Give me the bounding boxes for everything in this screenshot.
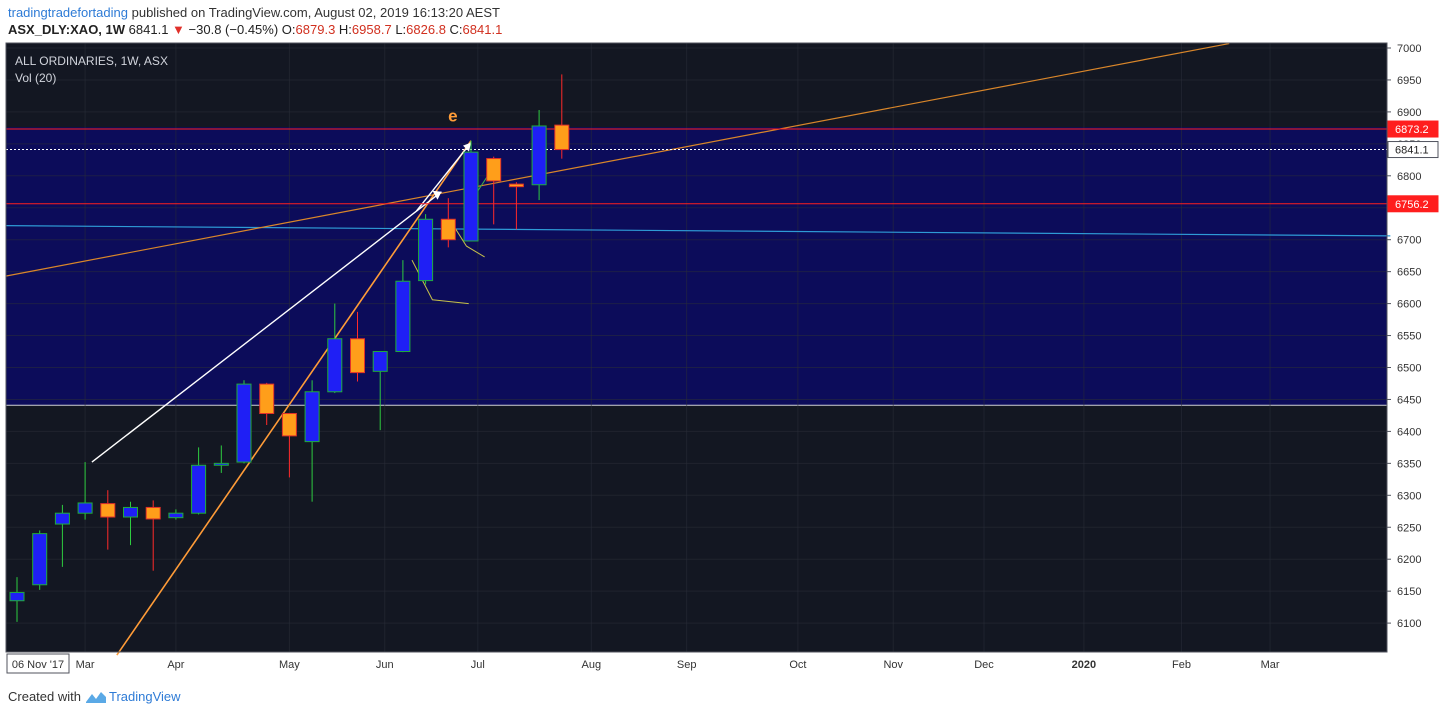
- x-tick-label: Oct: [789, 659, 806, 671]
- x-tick-label: Aug: [582, 659, 602, 671]
- bear-candle: [259, 383, 275, 415]
- bull-candle: [168, 512, 184, 519]
- x-tick-label: Feb: [1172, 659, 1191, 671]
- wave-sketch: [454, 227, 485, 258]
- bull-candle: [418, 218, 434, 282]
- y-tick-label: 6800: [1397, 171, 1421, 183]
- price-tag-label: 6756.2: [1395, 199, 1429, 211]
- high-value: 6958.7: [351, 22, 392, 37]
- rising-trend-line: [5, 42, 1230, 277]
- wave-label: e: [448, 106, 457, 125]
- bull-candle: [123, 506, 138, 518]
- y-tick-label: 6100: [1397, 618, 1421, 630]
- created-with-text: Created with: [8, 689, 81, 704]
- footer: Created with TradingView: [8, 689, 181, 704]
- tradingview-logo-icon: [85, 691, 106, 703]
- bull-candle: [9, 591, 25, 602]
- price-tag-label: 6873.2: [1395, 124, 1429, 136]
- publish-header: tradingtradefortading published on Tradi…: [8, 4, 500, 21]
- price-tag: [1387, 120, 1439, 138]
- bull-candle: [236, 383, 252, 463]
- projection-arrow: [415, 142, 472, 212]
- y-tick-label: 7000: [1397, 43, 1421, 55]
- open-label: O:: [281, 22, 296, 37]
- bear-candle: [281, 413, 297, 437]
- bull-candle: [372, 351, 388, 372]
- y-tick-label: 6200: [1397, 554, 1421, 566]
- bear-candle: [350, 338, 365, 374]
- open-value: 6879.3: [295, 22, 336, 37]
- close-label: C:: [449, 22, 463, 37]
- bull-candle: [54, 512, 70, 525]
- y-tick-label: 6700: [1397, 235, 1421, 247]
- x-tick-label: Mar: [76, 659, 95, 671]
- bull-candle: [531, 125, 547, 186]
- y-tick-label: 6500: [1397, 363, 1421, 375]
- price-tag: [1387, 195, 1439, 213]
- published-text: published on TradingView.com, August 02,…: [131, 5, 500, 20]
- bull-candle: [32, 533, 48, 586]
- y-tick-label: 6900: [1397, 107, 1421, 119]
- chart-title: ALL ORDINARIES, 1W, ASX: [15, 54, 168, 68]
- close-value: 6841.1: [462, 22, 503, 37]
- bear-candle: [486, 158, 502, 182]
- price-tag: [1387, 141, 1439, 159]
- y-tick-label: 6950: [1397, 75, 1421, 87]
- x-tick-label: Dec: [974, 659, 994, 671]
- bear-candle: [440, 218, 456, 241]
- x-tick-label: Jun: [376, 659, 394, 671]
- low-label: L:: [395, 22, 407, 37]
- low-value: 6826.8: [406, 22, 446, 37]
- x-tick-label: 2020: [1072, 659, 1096, 671]
- bull-candle: [395, 280, 411, 353]
- horizontal-trend-line: [5, 225, 1391, 237]
- change-value: −30.8 (−0.45%): [188, 22, 279, 37]
- bear-candle: [145, 506, 161, 520]
- x-tick-label: Jul: [471, 659, 485, 671]
- volume-indicator-label[interactable]: Vol (20): [15, 71, 56, 85]
- x-date-marker: [6, 653, 70, 674]
- y-tick-label: 6400: [1397, 426, 1421, 438]
- bull-candle: [191, 464, 207, 514]
- x-tick-label: Nov: [883, 659, 903, 671]
- price-tag-label: 6841.1: [1395, 145, 1429, 157]
- price-zone: [6, 127, 1387, 406]
- tradingview-brand-text: TradingView: [108, 689, 181, 704]
- high-label: H:: [338, 22, 352, 37]
- last-price: 6841.1: [128, 22, 169, 37]
- bull-candle: [213, 462, 229, 466]
- x-tick-label: Sep: [677, 659, 697, 671]
- y-tick-label: 6450: [1397, 394, 1421, 406]
- symbol-label: ASX_DLY:XAO, 1W: [8, 22, 126, 37]
- x-tick-label: Apr: [167, 659, 184, 671]
- y-tick-label: 6550: [1397, 331, 1421, 343]
- y-tick-label: 6300: [1397, 490, 1421, 502]
- x-tick-label: Mar: [1261, 659, 1280, 671]
- bear-candle: [508, 183, 524, 188]
- y-tick-label: 6150: [1397, 586, 1421, 598]
- y-tick-label: 6650: [1397, 267, 1421, 279]
- bull-candle: [304, 391, 320, 443]
- bull-candle: [327, 338, 343, 393]
- arrow-head-icon: [463, 142, 471, 152]
- bull-candle: [463, 151, 479, 242]
- bull-candle: [77, 502, 93, 514]
- projection-arrow: [91, 191, 442, 463]
- y-tick-label: 6600: [1397, 299, 1421, 311]
- author-link[interactable]: tradingtradefortading: [8, 5, 128, 20]
- symbol-header: ASX_DLY:XAO, 1W 6841.1 ▼ −30.8 (−0.45%) …: [8, 21, 502, 38]
- bear-candle: [100, 503, 116, 518]
- tradingview-brand-link[interactable]: TradingView: [85, 689, 181, 704]
- y-tick-label: 6350: [1397, 458, 1421, 470]
- x-date-marker-label: 06 Nov '17: [12, 659, 64, 671]
- x-tick-label: May: [279, 659, 300, 671]
- bear-candle: [554, 124, 570, 151]
- support-trend-line: [116, 140, 472, 656]
- arrow-head-icon: [432, 190, 442, 200]
- change-arrow-icon: ▼: [172, 22, 185, 37]
- y-tick-label: 6250: [1397, 522, 1421, 534]
- chart-border: [5, 42, 1388, 653]
